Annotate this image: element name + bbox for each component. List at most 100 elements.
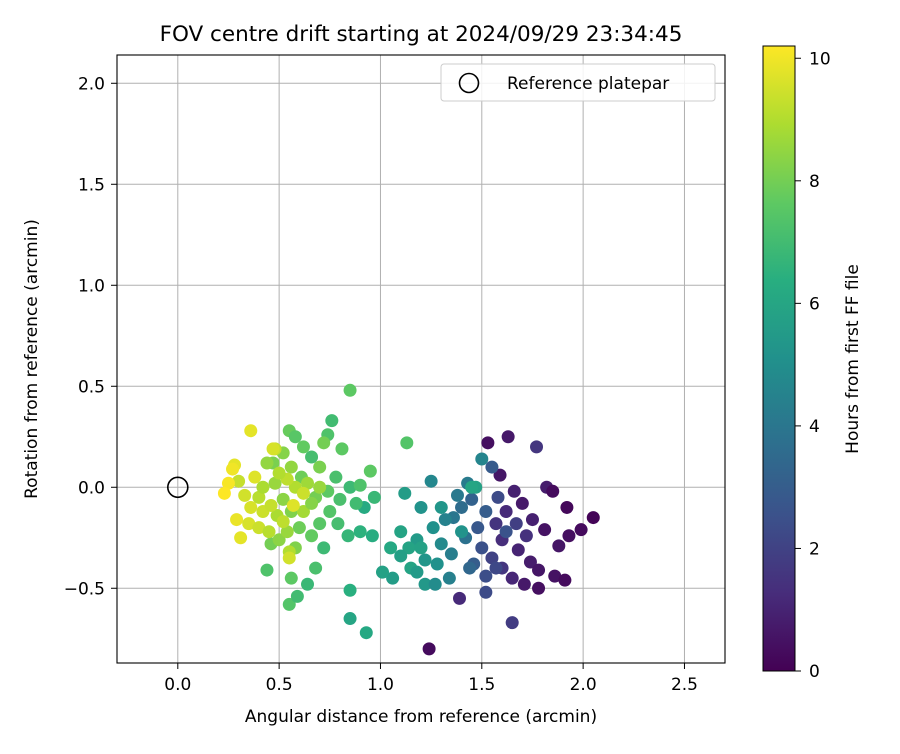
colorbar: 0 2 4 6 8 10 Hours from first FF file xyxy=(762,45,863,682)
x-tick-label: 0.0 xyxy=(164,675,191,695)
data-point xyxy=(333,492,347,506)
data-point xyxy=(453,591,467,605)
data-point xyxy=(414,541,428,555)
data-point xyxy=(217,486,231,500)
data-point xyxy=(485,460,499,474)
data-point xyxy=(463,561,477,575)
data-point xyxy=(507,484,521,498)
data-point xyxy=(226,462,240,476)
data-point xyxy=(548,569,562,583)
data-point xyxy=(252,521,266,535)
data-point xyxy=(479,505,493,519)
data-point xyxy=(530,440,544,454)
data-point xyxy=(286,498,300,512)
data-point xyxy=(394,525,408,539)
data-point xyxy=(305,450,319,464)
data-point xyxy=(479,569,493,583)
colorbar-tick-label: 0 xyxy=(809,662,820,682)
data-point xyxy=(479,585,493,599)
data-point xyxy=(365,529,379,543)
data-point xyxy=(538,523,552,537)
data-point xyxy=(331,517,345,531)
data-point xyxy=(230,513,244,527)
y-tick-label: −0.5 xyxy=(64,579,105,599)
data-point xyxy=(414,500,428,514)
x-tick-label: 1.0 xyxy=(367,675,394,695)
legend-box xyxy=(440,63,716,102)
data-point xyxy=(444,547,458,561)
x-tick-label: 2.0 xyxy=(570,675,597,695)
data-point xyxy=(268,476,282,490)
data-point xyxy=(335,442,349,456)
x-tick-label: 2.5 xyxy=(671,675,698,695)
data-point xyxy=(343,383,357,397)
data-point xyxy=(349,496,363,510)
data-point xyxy=(465,480,479,494)
data-point xyxy=(296,505,310,519)
data-point xyxy=(485,551,499,565)
y-tick-label: 0.0 xyxy=(78,478,105,498)
colorbar-gradient xyxy=(762,45,796,672)
data-point xyxy=(252,490,266,504)
data-point xyxy=(359,626,373,640)
data-point xyxy=(410,565,424,579)
data-point xyxy=(353,525,367,539)
data-point xyxy=(367,490,381,504)
x-tick-label: 1.5 xyxy=(468,675,495,695)
data-point xyxy=(329,470,343,484)
x-axis-label: Angular distance from reference (arcmin) xyxy=(245,707,597,727)
reference-marker xyxy=(167,476,189,499)
data-point xyxy=(266,442,280,456)
data-point xyxy=(276,515,290,529)
data-point xyxy=(292,521,306,535)
data-point xyxy=(260,563,274,577)
data-point xyxy=(242,517,256,531)
data-point xyxy=(450,488,464,502)
data-point xyxy=(313,480,327,494)
data-point xyxy=(363,464,377,478)
data-point xyxy=(375,565,389,579)
chart-title: FOV centre drift starting at 2024/09/29 … xyxy=(160,22,683,47)
data-point xyxy=(471,521,485,535)
colorbar-label: Hours from first FF file xyxy=(843,264,863,454)
data-point xyxy=(282,597,296,611)
y-tick-label: 0.5 xyxy=(78,377,105,397)
data-point xyxy=(301,577,315,591)
data-point xyxy=(574,523,588,537)
data-point xyxy=(244,424,258,438)
data-point xyxy=(248,470,262,484)
plot-area-frame xyxy=(116,54,726,664)
data-point xyxy=(493,468,507,482)
data-point xyxy=(386,571,400,585)
data-point xyxy=(260,456,274,470)
data-point xyxy=(280,525,294,539)
data-point xyxy=(489,517,503,531)
colorbar-tick-label: 4 xyxy=(809,417,820,437)
data-point xyxy=(418,553,432,567)
data-point xyxy=(238,488,252,502)
data-point xyxy=(272,466,286,480)
data-point xyxy=(426,521,440,535)
data-point xyxy=(398,486,412,500)
data-point xyxy=(272,533,286,547)
colorbar-tick-label: 8 xyxy=(809,172,820,192)
y-axis-ticks: −0.5 0.0 0.5 1.0 1.5 2.0 xyxy=(64,74,117,599)
data-point xyxy=(276,492,290,506)
data-point xyxy=(552,539,566,553)
y-tick-label: 1.5 xyxy=(78,175,105,195)
y-tick-label: 1.0 xyxy=(78,276,105,296)
reference-platepar-marker xyxy=(167,476,189,499)
data-point xyxy=(290,589,304,603)
data-point xyxy=(384,541,398,555)
data-point xyxy=(491,490,505,504)
colorbar-tick-label: 6 xyxy=(809,294,820,314)
reference-platepar-legend-icon xyxy=(458,72,480,94)
x-tick-label: 0.5 xyxy=(266,675,293,695)
data-point xyxy=(546,484,560,498)
data-point xyxy=(532,581,546,595)
data-point xyxy=(442,571,456,585)
data-point xyxy=(434,500,448,514)
data-point xyxy=(434,537,448,551)
data-point xyxy=(562,529,576,543)
colorbar-tick-label: 10 xyxy=(809,49,831,69)
